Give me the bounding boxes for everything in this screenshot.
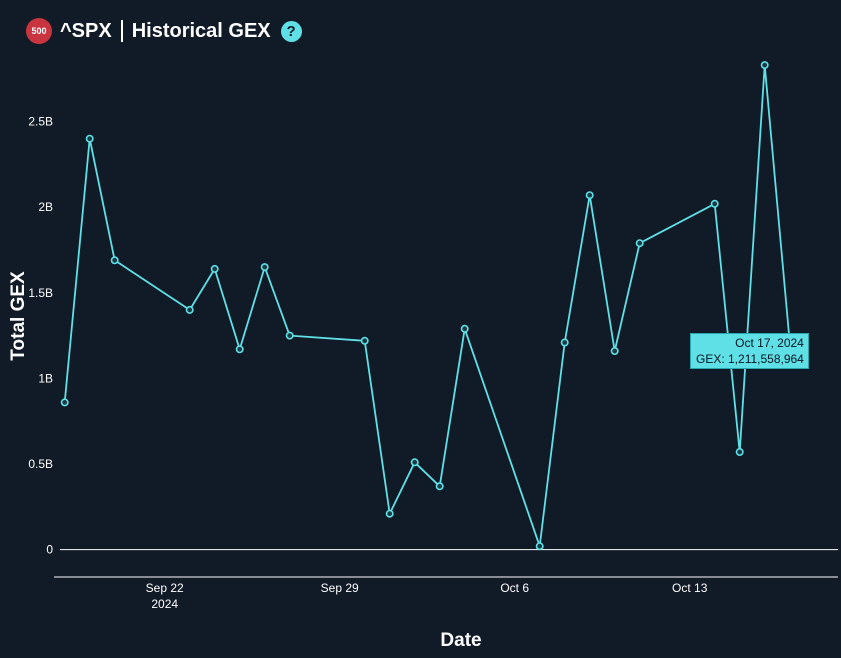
data-point [360, 336, 369, 345]
data-point [635, 239, 644, 248]
x-axis-title: Date [440, 630, 481, 651]
y-tick-label: 1B [38, 371, 53, 385]
y-tick-label: 1.5B [28, 286, 53, 300]
data-point [460, 324, 469, 333]
data-point [435, 482, 444, 491]
x-axis: Sep 22 2024 Sep 29 Oct 6 Oct 13 [54, 576, 838, 611]
data-point [410, 458, 419, 467]
help-icon[interactable]: ? [280, 20, 302, 42]
data-point [185, 305, 194, 314]
title-divider [120, 20, 123, 42]
tooltip-value: GEX: 1,211,558,964 [696, 352, 804, 366]
data-point [60, 398, 69, 407]
data-point [385, 509, 394, 518]
ticker-symbol: ^SPX [60, 19, 112, 42]
data-point [235, 345, 244, 354]
chart-title: Historical GEX [131, 19, 271, 42]
y-tick-label: 2B [38, 200, 53, 214]
chart-header: 500 ^SPX Historical GEX ? [26, 16, 302, 46]
y-tick-label: 2.5B [28, 115, 53, 129]
data-point [560, 338, 569, 347]
data-point [735, 447, 744, 456]
data-point [535, 542, 544, 551]
x-tick-label: Oct 13 [672, 581, 708, 595]
x-tick-sublabel: 2024 [151, 597, 178, 611]
y-axis-title: Total GEX [8, 271, 29, 361]
y-tick-label: 0 [46, 543, 53, 557]
x-tick-label: Sep 22 [146, 581, 184, 595]
series-line [63, 64, 791, 548]
data-point [285, 331, 294, 340]
data-point [610, 346, 619, 355]
hover-tooltip: Oct 17, 2024 GEX: 1,211,558,964 [690, 333, 809, 369]
data-point [85, 134, 94, 143]
x-tick-label: Oct 6 [500, 581, 529, 595]
data-point [710, 199, 719, 208]
x-tick-label: Sep 29 [321, 581, 359, 595]
y-tick-label: 0.5B [28, 457, 53, 471]
y-axis: 0 0.5B 1B 1.5B 2B 2.5B [28, 115, 838, 557]
data-point [760, 61, 769, 70]
data-point [260, 263, 269, 272]
data-point [110, 256, 119, 265]
tooltip-date: Oct 17, 2024 [735, 336, 804, 350]
sp500-badge-icon: 500 [26, 18, 52, 44]
data-point [210, 264, 219, 273]
gex-series [60, 61, 794, 551]
data-point [585, 191, 594, 200]
